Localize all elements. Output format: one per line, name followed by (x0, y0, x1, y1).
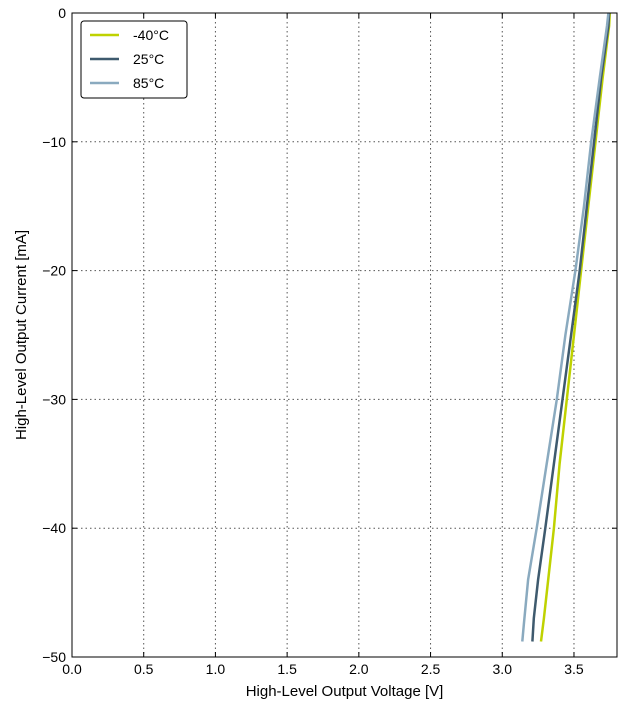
legend-label-series-3: 85°C (133, 75, 164, 91)
y-tick-label: −10 (42, 134, 66, 150)
y-tick-label: −20 (42, 263, 66, 279)
legend: -40°C 25°C 85°C (80, 20, 188, 99)
y-tick-label: −50 (42, 649, 66, 665)
x-tick-label: 1.0 (206, 661, 226, 677)
x-tick-label: 1.5 (277, 661, 297, 677)
x-axis-ticks: 0.0 0.5 1.0 1.5 2.0 2.5 3.0 3.5 (62, 13, 584, 677)
plot-frame (71, 12, 618, 658)
legend-label-series-2: 25°C (133, 51, 164, 67)
y-tick-label: 0 (58, 5, 66, 21)
x-tick-label: 2.0 (349, 661, 369, 677)
y-axis-ticks: 0 −10 −20 −30 −40 −50 (42, 5, 617, 665)
y-tick-label: −40 (42, 520, 66, 536)
series-lines (521, 12, 612, 642)
y-tick-label: −30 (42, 391, 66, 407)
x-tick-label: 2.5 (421, 661, 441, 677)
legend-box (80, 20, 188, 99)
series-line-3 (521, 12, 610, 642)
legend-label-series-1: -40°C (133, 27, 169, 43)
series-line-1 (539, 12, 612, 642)
series-line-2 (531, 12, 611, 642)
x-tick-label: 0.5 (134, 661, 154, 677)
grid-lines (72, 13, 617, 657)
y-axis-label: High-Level Output Current [mA] (13, 230, 30, 440)
x-tick-label: 3.5 (564, 661, 584, 677)
x-axis-label: High-Level Output Voltage [V] (246, 683, 444, 700)
x-tick-label: 3.0 (493, 661, 513, 677)
x-tick-label: 0.0 (62, 661, 82, 677)
